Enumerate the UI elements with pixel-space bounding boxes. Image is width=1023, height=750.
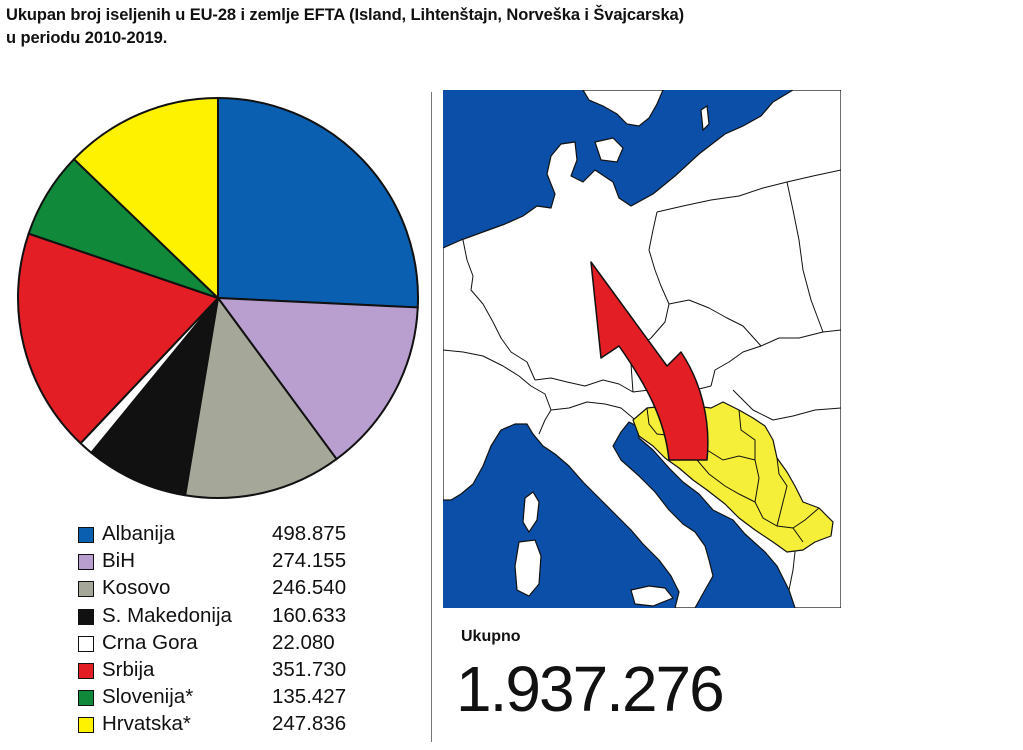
legend-swatch — [78, 608, 94, 625]
legend-item: Kosovo 246.540 — [78, 575, 398, 602]
legend-item: Albanija 498.875 — [78, 521, 398, 548]
pie-slice-albanija — [217, 97, 419, 309]
island-sardinia — [514, 539, 542, 597]
legend-value: 135.427 — [272, 685, 347, 709]
divider — [431, 92, 432, 742]
legend-swatch — [78, 662, 94, 679]
legend-item: Slovenija* 135.427 — [78, 684, 398, 711]
pie-slice-s-makedonija — [90, 297, 219, 497]
europe-map — [443, 90, 841, 608]
legend-item: BiH 274.155 — [78, 548, 398, 575]
legend-label: Srbija — [102, 657, 155, 681]
legend-value: 246.540 — [272, 576, 347, 600]
legend-item: S. Makedonija 160.633 — [78, 603, 398, 630]
legend-label: Crna Gora — [102, 630, 198, 654]
total-value: 1.937.276 — [456, 653, 725, 725]
island-sicily — [630, 585, 674, 607]
pie-slice-hrvatska — [72, 97, 219, 299]
legend-swatch — [78, 717, 94, 734]
island-corsica — [522, 491, 540, 534]
legend-value: 247.836 — [272, 712, 347, 736]
title-line-1: Ukupan broj iseljenih u EU-28 i zemlje E… — [6, 6, 684, 24]
sweden-coast — [582, 90, 664, 127]
legend-item: Srbija 351.730 — [78, 657, 398, 684]
legend-value: 160.633 — [272, 603, 347, 627]
legend-value: 351.730 — [272, 657, 347, 681]
country-borders — [443, 169, 841, 591]
total-label: Ukupno — [461, 628, 521, 645]
legend-label: Albanija — [102, 522, 175, 545]
pie-slice-srbija — [17, 232, 219, 445]
legend-swatch — [78, 690, 94, 707]
pie-chart — [17, 97, 419, 499]
legend-value: 22.080 — [272, 630, 335, 654]
pie-slice-kosovo — [184, 297, 338, 499]
legend-item: Hrvatska* 247.836 — [78, 711, 398, 738]
legend-value: 498.875 — [272, 522, 347, 545]
legend-item: Crna Gora 22.080 — [78, 630, 398, 657]
legend-label: Kosovo — [102, 576, 171, 600]
legend-label: Slovenija* — [102, 685, 194, 709]
legend-swatch — [78, 581, 94, 598]
legend-swatch — [78, 554, 94, 571]
legend-label: S. Makedonija — [102, 603, 232, 627]
migration-arrow — [590, 261, 709, 461]
legend-swatch — [78, 635, 94, 652]
island-zealand — [594, 137, 624, 163]
legend-swatch — [78, 527, 94, 543]
island-gotland — [700, 104, 710, 132]
legend-value: 274.155 — [272, 549, 347, 573]
chart-title: Ukupan broj iseljenih u EU-28 i zemlje E… — [6, 4, 906, 50]
legend-label: Hrvatska* — [102, 712, 191, 736]
legend-label: BiH — [102, 549, 136, 573]
pie-slice-bih — [217, 297, 419, 461]
legend: Albanija 498.875 BiH 274.155 Kosovo 246.540 S.… — [78, 521, 398, 739]
title-line-2: u periodu 2010-2019. — [6, 29, 168, 47]
